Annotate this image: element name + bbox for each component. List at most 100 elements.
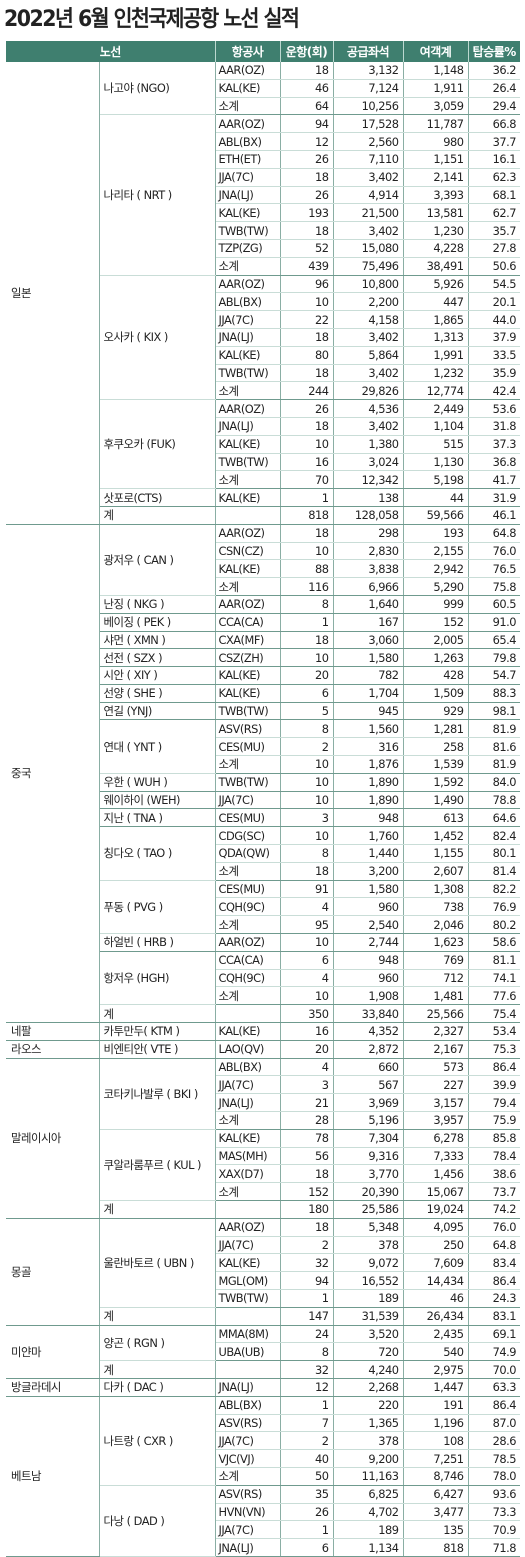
table-row: 계 350 33,840 25,566 75.4: [6, 1004, 520, 1024]
airline-cell: JNA(LJ): [215, 328, 281, 347]
passengers-cell: 19,024: [403, 1200, 469, 1219]
table-row: 방글라데시 다카 ( DAC ) JNA(LJ) 12 2,268 1,447 63.3: [6, 1378, 520, 1397]
route-performance-table: 노선 항공사 운항(회) 공급좌석 여객계 탑승률% 일본 나고야 (NGO) AA…: [6, 41, 520, 1557]
airline-cell: CES(MU): [215, 880, 281, 899]
passengers-cell: 250: [403, 1236, 469, 1255]
table-header-row: 노선 항공사 운항(회) 공급좌석 여객계 탑승률%: [6, 41, 520, 62]
seats-cell: 298: [333, 524, 404, 543]
passengers-cell: 3,477: [403, 1503, 469, 1522]
airline-cell: JNA(LJ): [215, 1093, 281, 1113]
flights-cell: 22: [280, 310, 334, 329]
seats-cell: 6,825: [333, 1485, 404, 1504]
table-row: 소계 116 6,966 5,290 75.8: [6, 577, 520, 596]
route-cell: 하얼빈 ( HRB ): [99, 933, 216, 952]
passengers-cell: 1,452: [403, 826, 469, 846]
passengers-cell: 1,281: [403, 719, 469, 739]
airline-cell: CES(MU): [215, 737, 281, 757]
seats-cell: 378: [333, 1236, 404, 1255]
table-row: 샤먼 ( XMN ) CXA(MF) 18 3,060 2,005 65.4: [6, 631, 520, 650]
passengers-cell: 5,198: [403, 470, 469, 490]
airline-cell: TZP(ZG): [215, 239, 281, 258]
flights-cell: 3: [280, 1075, 334, 1095]
passengers-cell: 980: [403, 132, 469, 151]
seats-cell: 17,528: [333, 114, 404, 134]
flights-cell: 26: [280, 150, 334, 169]
load-factor-cell: 58.6: [468, 933, 520, 952]
load-factor-cell: 29.4: [468, 97, 520, 116]
table-row: 몽골 울란바토르 ( UBN ) AAR(OZ) 18 5,348 4,095 76.0: [6, 1218, 520, 1326]
seats-cell: 16,552: [333, 1271, 404, 1290]
seats-cell: 10,256: [333, 97, 404, 116]
flights-cell: 4: [280, 1058, 334, 1077]
table-row: TWB(TW) 16 3,024 1,130 36.8: [6, 453, 520, 472]
load-factor-cell: 20.1: [468, 292, 520, 312]
table-row: 소계 70 12,342 5,198 41.7: [6, 470, 520, 490]
seats-cell: 3,770: [333, 1164, 404, 1184]
airline-cell: JJA(7C): [215, 1075, 281, 1095]
passengers-cell: 8,746: [403, 1467, 469, 1486]
flights-cell: 20: [280, 666, 334, 685]
flights-cell: 1: [280, 488, 334, 507]
seats-cell: 7,124: [333, 79, 404, 98]
seats-cell: 6,966: [333, 577, 404, 596]
load-factor-cell: 74.1: [468, 969, 520, 988]
passengers-cell: 191: [403, 1396, 469, 1415]
seats-cell: 2,560: [333, 132, 404, 151]
load-factor-cell: 33.5: [468, 346, 520, 365]
table-row: 후쿠오카 (FUK) AAR(OZ) 26 4,536 2,449 53.6: [6, 399, 520, 490]
airline-cell: MAS(MH): [215, 1147, 281, 1166]
table-row: 중국 광저우 ( CAN ) AAR(OZ) 18 298 193 64.8: [6, 524, 520, 1024]
seats-cell: 2,200: [333, 292, 404, 312]
table-row: KAL(KE) 32 9,072 7,609 83.4: [6, 1253, 520, 1273]
passengers-cell: 14,434: [403, 1271, 469, 1290]
table-row: 소계 439 75,496 38,491 50.6: [6, 257, 520, 276]
airline-cell: 소계: [215, 1111, 281, 1130]
table-row: 소계 95 2,540 2,046 80.2: [6, 915, 520, 935]
seats-cell: 3,402: [333, 168, 404, 187]
table-row: JJA(7C) 3 567 227 39.9: [6, 1075, 520, 1095]
seats-cell: 2,540: [333, 915, 404, 935]
table-row: 라오스 비엔티안( VTE ) LAO(QV) 20 2,872 2,167 75.3: [6, 1040, 520, 1059]
table-row: ASV(RS) 7 1,365 1,196 87.0: [6, 1414, 520, 1433]
table-row: 소계 152 20,390 15,067 73.7: [6, 1182, 520, 1201]
passengers-cell: 3,393: [403, 186, 469, 205]
flights-cell: 94: [280, 1271, 334, 1290]
load-factor-cell: 54.5: [468, 275, 520, 294]
airline-cell: [215, 1307, 281, 1326]
seats-cell: 4,158: [333, 310, 404, 329]
flights-cell: 6: [280, 684, 334, 703]
flights-cell: 350: [280, 1004, 334, 1024]
table-row: XAX(D7) 18 3,770 1,456 38.6: [6, 1164, 520, 1184]
flights-cell: 18: [280, 168, 334, 187]
airline-cell: 소계: [215, 470, 281, 490]
flights-cell: 24: [280, 1325, 334, 1344]
passengers-cell: 5,926: [403, 275, 469, 294]
load-factor-cell: 75.4: [468, 1004, 520, 1024]
seats-cell: 1,580: [333, 648, 404, 668]
route-cell: 삿포로(CTS): [99, 488, 216, 507]
passengers-cell: 2,141: [403, 168, 469, 187]
flights-cell: 8: [280, 595, 334, 614]
load-factor-cell: 80.1: [468, 844, 520, 863]
flights-cell: 12: [280, 1378, 334, 1397]
flights-cell: 4: [280, 969, 334, 988]
table-row: 시안 ( XIY ) KAL(KE) 20 782 428 54.7: [6, 666, 520, 685]
passengers-cell: 227: [403, 1075, 469, 1095]
seats-cell: 1,890: [333, 773, 404, 792]
seats-cell: 189: [333, 1289, 404, 1308]
table-row: JJA(7C) 2 378 108 28.6: [6, 1431, 520, 1451]
route-cell: 베이징 ( PEK ): [99, 613, 216, 632]
airline-cell: ASV(RS): [215, 719, 281, 739]
flights-cell: 46: [280, 79, 334, 98]
seats-cell: 5,864: [333, 346, 404, 365]
load-factor-cell: 77.6: [468, 986, 520, 1006]
table-row: 쿠알라룸푸르 ( KUL ) KAL(KE) 78 7,304 6,278 85.8: [6, 1129, 520, 1202]
seats-cell: 316: [333, 737, 404, 757]
seats-cell: 720: [333, 1342, 404, 1362]
route-cell: 선전 ( SZX ): [99, 648, 216, 668]
airline-cell: KAL(KE): [215, 1022, 281, 1041]
airline-cell: KAL(KE): [215, 559, 281, 579]
flights-cell: 80: [280, 346, 334, 365]
route-cell: 지난 ( TNA ): [99, 808, 216, 828]
load-factor-cell: 53.4: [468, 1022, 520, 1041]
